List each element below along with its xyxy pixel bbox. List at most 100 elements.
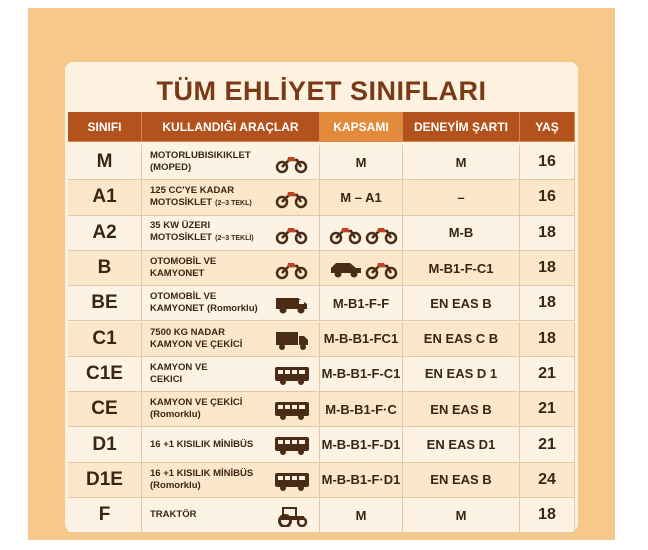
age-text: 18 — [538, 329, 556, 347]
class-text: B — [97, 257, 112, 279]
age-cell: 18 — [520, 321, 575, 357]
header-text: SINIFI — [87, 119, 122, 134]
vehicle-line: (Romorklu) — [150, 480, 253, 492]
vehicle-text: OTOMOBİL VE KAMYONET (Romorklu) — [150, 291, 258, 315]
experience-cell: – — [403, 180, 520, 216]
vehicle-line: KAMYON VE ÇEKİCİ — [150, 339, 242, 351]
header-text: KULLANDIĞI ARAÇLAR — [162, 119, 299, 134]
experience-cell: M-B1-F-C1 — [403, 250, 520, 287]
age-cell: 21 — [520, 427, 575, 463]
vehicle-line: MOTOSİKLET (2–3 TEKL) — [150, 197, 252, 210]
age-cell: 18 — [520, 250, 575, 287]
scope-text: M — [355, 154, 367, 170]
scope-text: M-B1-F-F — [332, 295, 390, 311]
experience-cell: EN EAS B — [403, 286, 520, 322]
vehicle-line-text: TRAKTÖR — [150, 509, 197, 521]
scope-text: M-B-B1-F-D1 — [321, 437, 401, 453]
age-cell: 16 — [520, 145, 575, 181]
age-text: 21 — [538, 435, 556, 453]
vehicle-text: OTOMOBİL VE KAMYONET — [150, 256, 216, 280]
vehicle-cell: MOTORLUBISIKIKLET (MOPED) — [142, 145, 320, 181]
header-text: DENEYİM ŞARTI — [413, 119, 508, 134]
vehicle-line-text: KAMYONET (Romorklu) — [150, 303, 258, 315]
vehicle-line: TRAKTÖR — [150, 509, 196, 521]
vehicle-text: MOTORLUBISIKIKLET (MOPED) — [150, 150, 251, 174]
class-text: A2 — [92, 221, 117, 243]
class-text: F — [98, 504, 111, 526]
vehicle-line-text: 16 +1 KISILIK MİNİBÜS — [150, 438, 254, 450]
age-text: 21 — [538, 364, 556, 382]
scope-cell: M — [320, 145, 403, 181]
vehicle-line: OTOMOBİL VE — [150, 256, 216, 268]
vehicle-icon — [275, 157, 308, 174]
experience-text: M-B — [448, 225, 474, 241]
experience-text: EN EAS B — [430, 472, 492, 488]
vehicle-icon — [365, 262, 398, 280]
vehicle-line-text: 125 CC'YE KADAR — [150, 184, 235, 196]
scope-cell: M-B-B1-FC1 — [320, 321, 403, 357]
age-text: 18 — [538, 506, 556, 524]
age-cell: 18 — [520, 215, 575, 251]
experience-text: EN EAS C B — [423, 331, 499, 347]
vehicle-line: OTOMOBİL VE — [150, 291, 258, 303]
experience-text: EN EAS B — [430, 295, 492, 311]
vehicle-line-text: OTOMOBİL VE — [150, 291, 217, 303]
class-cell: BE — [68, 286, 142, 322]
age-cell: 21 — [520, 356, 575, 393]
scope-text: M-B-B1-FC1 — [323, 331, 399, 347]
scope-cell: M-B-B1-F·D1 — [320, 462, 403, 498]
vehicle-line: 35 KW ÜZERI — [150, 220, 254, 232]
header-text: YAŞ — [535, 119, 559, 134]
class-cell: F — [68, 498, 142, 534]
vehicle-line: 16 +1 KISILIK MİNİBÜS — [150, 468, 253, 480]
vehicle-line: (MOPED) — [150, 162, 251, 174]
scope-cell: M — [320, 498, 403, 534]
vehicle-icon — [276, 331, 308, 350]
vehicle-line-text: (MOPED) — [150, 162, 192, 174]
vehicle-line-text: MOTORLUBISIKIKLET — [150, 150, 251, 162]
vehicle-line-text: MOTOSİKLET — [150, 196, 213, 208]
vehicle-line: 125 CC'YE KADAR — [150, 185, 252, 197]
class-text: CE — [91, 398, 118, 420]
experience-cell: M — [403, 498, 520, 534]
vehicle-line: KAMYONET (Romorklu) — [150, 303, 258, 315]
class-cell: C1E — [68, 356, 142, 393]
age-text: 24 — [538, 470, 556, 488]
vehicle-note: (2–3 TEKLİ) — [215, 235, 254, 243]
vehicle-line-text: (Romorklu) — [150, 409, 201, 421]
vehicle-line-text: (Romorklu) — [150, 479, 201, 491]
experience-cell: M-B — [403, 215, 520, 251]
vehicle-text: 7500 KG NADAR KAMYON VE ÇEKİCİ — [150, 327, 242, 351]
vehicle-line-text: CEKICI — [150, 373, 183, 385]
age-text: 16 — [538, 188, 556, 206]
class-text: D1 — [92, 433, 117, 455]
vehicle-line-text: 16 +1 KISILIK MİNİBÜS — [150, 467, 254, 479]
experience-text: M — [455, 154, 467, 170]
age-cell: 21 — [520, 392, 575, 428]
experience-text: M-B1-F-C1 — [428, 260, 494, 276]
scope-text: M — [355, 507, 367, 523]
vehicle-line: KAMYON VE — [150, 362, 208, 374]
experience-cell: M — [403, 145, 520, 181]
experience-text: M — [455, 507, 467, 523]
vehicle-line: 16 +1 KISILIK MİNİBÜS — [150, 439, 253, 451]
scope-text: M-B-B1-F·C — [325, 401, 397, 417]
header-cell: YAŞ — [520, 112, 575, 142]
vehicle-line-text: OTOMOBİL VE — [150, 256, 217, 268]
age-text: 16 — [538, 153, 556, 171]
vehicle-icon — [275, 437, 309, 456]
header-cell: SINIFI — [68, 112, 142, 142]
class-cell: A1 — [68, 180, 142, 216]
vehicle-text: KAMYON VE ÇEKİCİ (Romorklu) — [150, 397, 242, 421]
vehicle-icon — [365, 227, 398, 244]
scope-cell: M-B1-F-F — [320, 286, 403, 322]
scope-cell: M-B-B1-F·C — [320, 392, 403, 428]
header-text: KAPSAMI — [333, 119, 389, 134]
age-cell: 16 — [520, 180, 575, 216]
age-text: 18 — [538, 223, 556, 241]
vehicle-icon — [275, 366, 309, 385]
age-cell: 24 — [520, 462, 575, 498]
scope-cell: M – A1 — [320, 180, 403, 216]
age-text: 18 — [538, 259, 556, 277]
